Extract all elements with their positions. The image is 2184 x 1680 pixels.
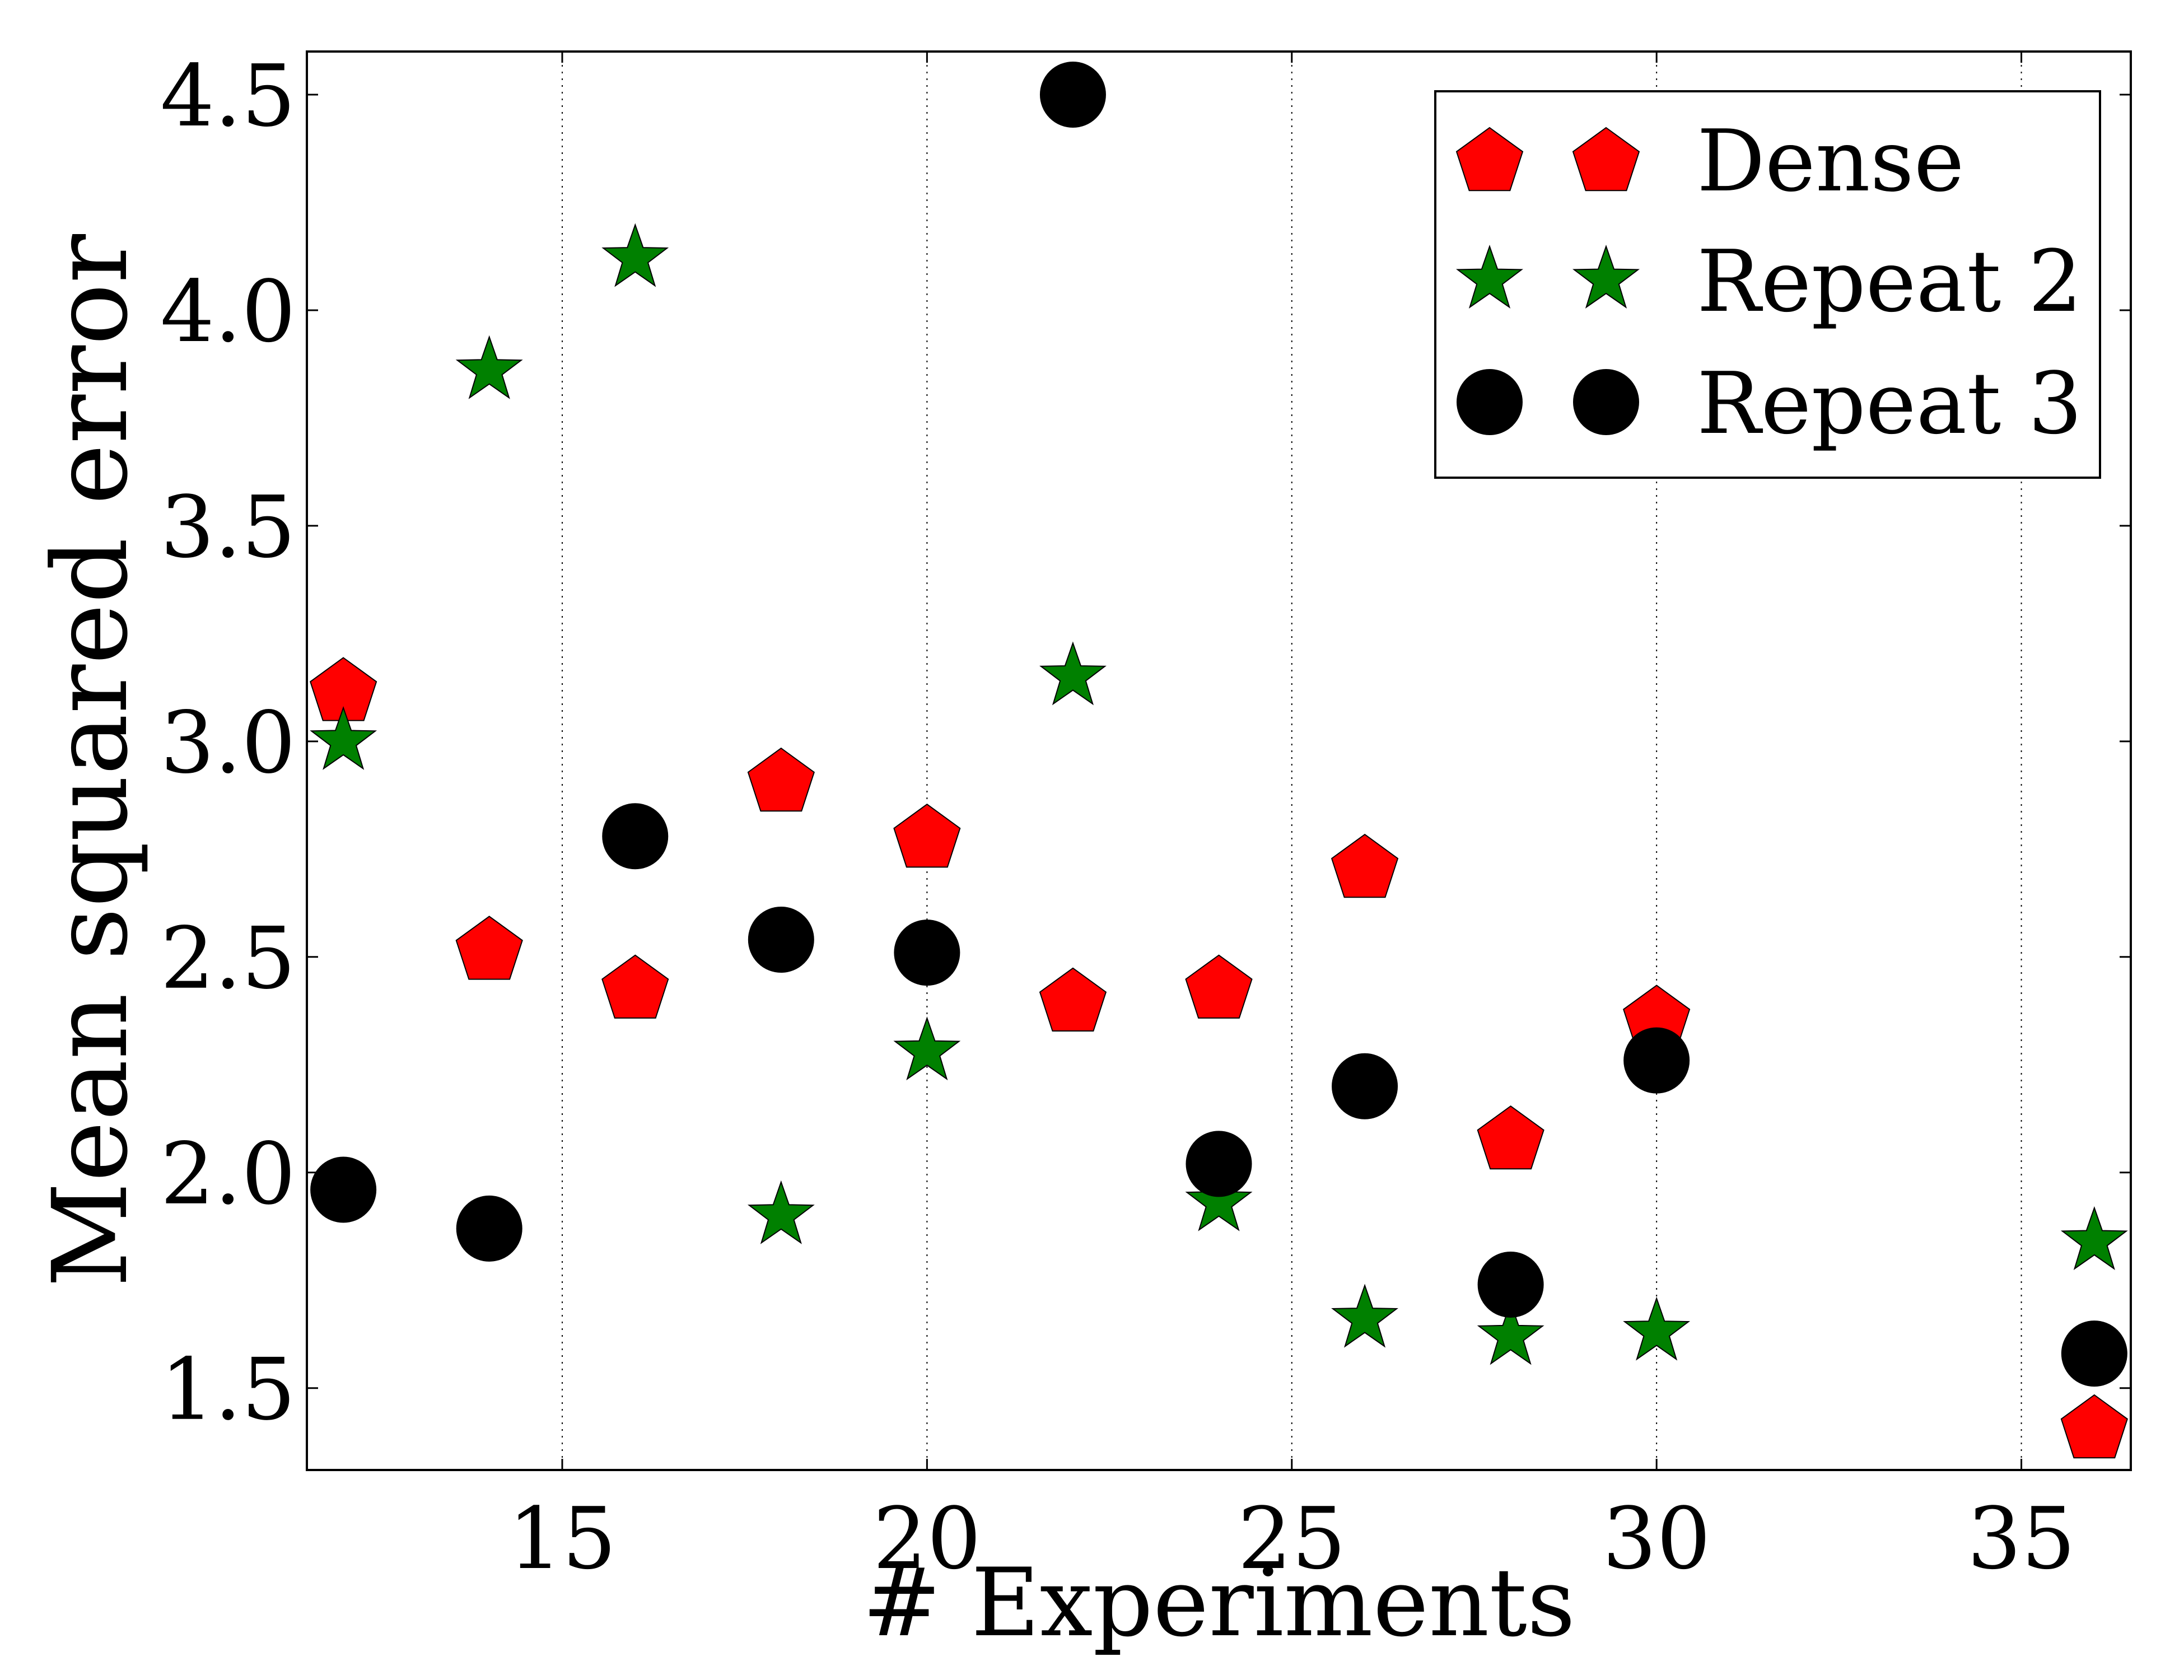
star-point [1331,1284,1398,1348]
y-tick-label: 2.5 [160,909,296,1008]
pentagon-point [1185,954,1253,1019]
y-tick-label: 3.5 [160,478,296,577]
legend-marker-pentagon [1572,127,1640,192]
star-point [1039,641,1107,706]
circle-point [602,803,669,870]
y-axis-title: Mean squared error [31,234,151,1287]
x-axis-title: # Experiments [862,1548,1575,1658]
star-point [601,223,669,287]
pentagon-point [747,747,815,812]
legend-marker-circle [1457,369,1523,435]
star-point [2060,1206,2128,1270]
legend-marker-circle [1573,369,1639,435]
star-point [747,1180,815,1244]
circle-point [1186,1131,1252,1197]
y-tick-label: 4.5 [160,46,296,146]
series-dense [310,657,2128,1459]
series-repeat-3 [310,61,2127,1387]
x-tick-label: 25 [1238,1489,1346,1588]
legend-marker-star [1455,244,1524,309]
y-tick-label: 2.0 [160,1124,296,1224]
circle-point [1039,61,1106,128]
legend-marker-star [1572,244,1640,309]
data-points [310,61,2128,1459]
star-point [310,706,377,770]
legend-label: Repeat 3 [1697,354,2082,453]
star-point [455,335,523,399]
circle-point [748,907,814,973]
legend: Dense Repeat 2 Repeat 3 [1434,90,2101,479]
circle-point [894,920,960,986]
pentagon-point [893,803,961,868]
legend-marker-pentagon [1455,127,1524,192]
y-tick-label: 1.5 [160,1340,296,1439]
legend-label: Dense [1697,111,1964,211]
y-tick-label: 3.0 [160,693,296,792]
legend-box [1434,90,2101,479]
axis-ticks: 15 20 25 30 35 1.5 2.0 2.5 3.0 3.5 4.0 4.5 [160,46,2131,1588]
circle-point [1332,1053,1398,1119]
x-tick-label: 30 [1602,1489,1710,1588]
pentagon-point [601,954,669,1019]
x-tick-label: 35 [1967,1489,2075,1588]
legend-label: Repeat 2 [1697,232,2082,331]
star-point [893,1016,961,1081]
circle-point [310,1156,377,1223]
circle-point [456,1195,522,1262]
plot-frame [306,50,2132,1471]
star-point [1623,1296,1691,1361]
star-point [1477,1301,1544,1365]
pentagon-point [455,916,523,980]
series-repeat-2 [310,223,2128,1365]
pentagon-point [1039,967,1107,1032]
x-tick-label: 15 [508,1489,616,1588]
pentagon-point [1331,833,1399,898]
circle-point [1623,1027,1690,1094]
circle-point [1477,1251,1544,1318]
pentagon-point [1477,1105,1544,1170]
pentagon-point [2060,1394,2128,1459]
circle-point [2061,1320,2127,1387]
x-tick-label: 20 [873,1489,981,1588]
star-point [1185,1167,1253,1231]
y-tick-label: 4.0 [160,262,296,361]
